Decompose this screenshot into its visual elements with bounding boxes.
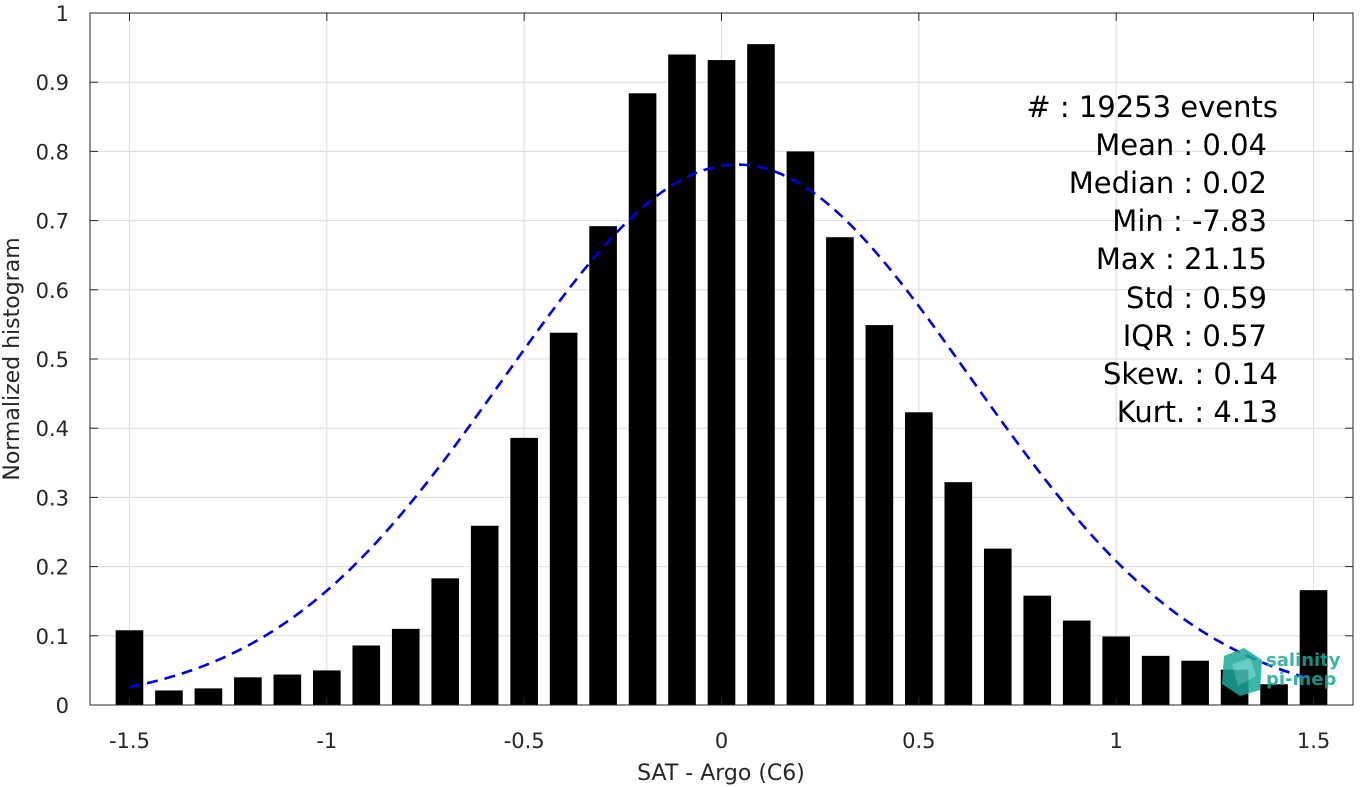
bar-9 — [470, 525, 499, 705]
bar-21 — [944, 482, 973, 705]
bar-12 — [589, 226, 617, 706]
stat-skew: Skew. : 0.14 — [1103, 357, 1278, 391]
stats-box: # : 19253 events Mean : 0.04 Median : 0.… — [1026, 90, 1278, 429]
x-tick-label-1: -1 — [316, 729, 337, 753]
bar-20 — [905, 412, 933, 705]
bar-26 — [1141, 655, 1170, 705]
logo-text-salinity: salinity — [1266, 650, 1341, 671]
bar-1 — [155, 690, 183, 705]
x-tick-label-3: 0 — [715, 729, 728, 753]
y-axis-label: Normalized histogram — [0, 237, 25, 480]
bar-2 — [194, 688, 223, 705]
stat-mean: Mean : 0.04 — [1095, 128, 1267, 162]
bar-13 — [628, 93, 657, 706]
y-tick-label-7: 0.7 — [36, 210, 69, 234]
y-tick-label-1: 0.1 — [36, 625, 69, 649]
bar-6 — [352, 645, 381, 705]
y-tick-label-4: 0.4 — [36, 417, 69, 441]
bar-7 — [391, 628, 420, 705]
bar-29 — [1260, 684, 1288, 705]
bar-10 — [510, 437, 538, 705]
x-tick-label-4: 0.5 — [902, 729, 935, 753]
y-tick-label-5: 0.5 — [36, 348, 69, 372]
y-tick-label-3: 0.3 — [36, 486, 69, 510]
bar-25 — [1102, 636, 1131, 705]
bar-18 — [826, 237, 854, 705]
gaussian-fit-curve — [129, 163, 1314, 689]
stat-max: Max : 21.15 — [1096, 242, 1267, 276]
x-tick-label-5: 1 — [1110, 729, 1123, 753]
bar-11 — [549, 332, 578, 705]
stat-std: Std : 0.59 — [1126, 281, 1267, 315]
bar-0 — [115, 630, 144, 705]
x-tick-label-2: -0.5 — [504, 729, 545, 753]
stat-min: Min : -7.83 — [1112, 204, 1267, 238]
x-tick-label-0: -1.5 — [109, 729, 150, 753]
y-tick-label-9: 0.9 — [36, 71, 69, 95]
logo-text-pimep: pi-mep — [1266, 669, 1336, 690]
bars — [115, 44, 1328, 706]
bar-19 — [865, 325, 894, 705]
bar-4 — [273, 674, 302, 705]
y-tick-label-2: 0.2 — [36, 556, 69, 580]
stat-kurt: Kurt. : 4.13 — [1117, 395, 1278, 429]
salinity-pimep-logo: salinity pi-mep — [1222, 648, 1341, 696]
x-axis-label: SAT - Argo (C6) — [637, 761, 805, 786]
bar-22 — [983, 548, 1012, 705]
bar-8 — [431, 578, 460, 705]
bar-16 — [747, 44, 775, 705]
stat-median: Median : 0.02 — [1069, 166, 1267, 200]
x-tick-label-6: 1.5 — [1297, 729, 1330, 753]
stat-iqr: IQR : 0.57 — [1123, 319, 1267, 353]
y-tick-label-0: 0 — [56, 694, 69, 718]
bar-27 — [1181, 660, 1209, 705]
y-axis-ticks: 0 0.1 0.2 0.3 0.4 0.5 0.6 0.7 0.8 0.9 1 — [36, 2, 1353, 718]
stat-events: # : 19253 events — [1026, 90, 1278, 124]
bar-24 — [1062, 620, 1091, 705]
y-tick-label-10: 1 — [56, 2, 69, 26]
x-axis-ticks: -1.5 -1 -0.5 0 0.5 1 1.5 — [109, 13, 1330, 753]
bar-3 — [234, 677, 262, 705]
bar-17 — [786, 151, 815, 705]
y-tick-label-6: 0.6 — [36, 279, 69, 303]
bar-15 — [707, 60, 736, 705]
bar-14 — [668, 54, 696, 705]
bar-30 — [1299, 590, 1328, 705]
y-tick-label-8: 0.8 — [36, 140, 69, 164]
bar-23 — [1023, 595, 1052, 705]
